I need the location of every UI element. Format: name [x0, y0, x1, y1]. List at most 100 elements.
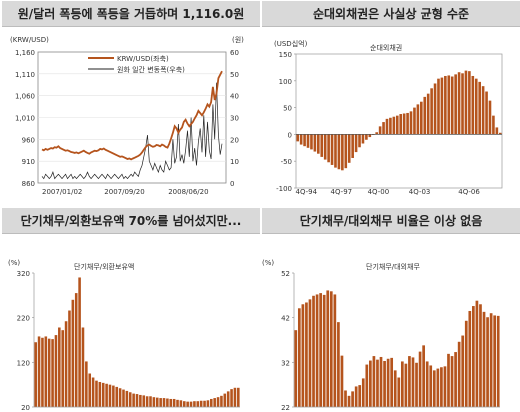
- bar: [488, 100, 492, 135]
- bar: [358, 385, 362, 407]
- bar: [420, 101, 423, 135]
- bar: [461, 73, 464, 135]
- y-left-tick-label: 860: [22, 180, 35, 188]
- bar: [408, 356, 411, 407]
- bar: [74, 293, 78, 407]
- bar: [382, 122, 385, 135]
- bar: [457, 341, 461, 407]
- x-tick-label: 4Q-06: [458, 188, 480, 196]
- bar: [132, 393, 135, 407]
- bar: [399, 114, 403, 135]
- legend-label: 순대외채권: [370, 43, 402, 52]
- bar: [489, 313, 493, 407]
- y-right-tick-label: 20: [230, 136, 239, 144]
- x-tick-label: 4Q-94: [296, 188, 318, 196]
- bar: [172, 398, 176, 407]
- y-tick-label: 22: [281, 404, 290, 412]
- y-left-tick-label: 1,010: [15, 115, 35, 123]
- bar: [392, 116, 396, 135]
- bar: [71, 299, 75, 407]
- bar: [344, 390, 347, 407]
- bar: [199, 400, 203, 407]
- bar: [440, 367, 443, 407]
- bar: [159, 398, 162, 407]
- panel-net-external-assets: 순대외채권은 사실상 균형 수준 150 100 50 0 -50 -100 (USD십억)…: [262, 1, 520, 204]
- y-tick-label: 150: [279, 51, 292, 59]
- bar: [308, 299, 312, 407]
- bar: [457, 72, 461, 135]
- bar: [440, 77, 444, 135]
- unit-right-label: (원): [232, 35, 244, 44]
- bar: [389, 117, 392, 135]
- bar: [358, 134, 361, 148]
- bar: [443, 366, 447, 407]
- bar: [230, 389, 233, 407]
- bar: [436, 368, 440, 407]
- y-tick-label: -100: [276, 185, 292, 193]
- bar: [183, 401, 186, 407]
- bar: [429, 365, 433, 407]
- bar: [213, 398, 216, 407]
- bar: [351, 134, 354, 158]
- bar: [454, 74, 457, 135]
- bar: [322, 294, 326, 407]
- bar: [64, 321, 68, 407]
- bar: [468, 71, 471, 135]
- panel-short-term-debt-reserves: 단기채무/외환보유액 70%를 넘어섰지만... 320 220 120 20 (%) 단…: [2, 208, 260, 412]
- unit-label: (%): [8, 259, 20, 267]
- bar: [237, 387, 240, 407]
- bar: [320, 134, 324, 157]
- bar: [361, 378, 365, 407]
- bar: [326, 290, 330, 407]
- bar: [108, 384, 112, 407]
- bar: [482, 311, 486, 407]
- bar: [329, 291, 333, 407]
- bar: [47, 338, 51, 407]
- bar: [464, 70, 468, 135]
- bar: [468, 310, 472, 407]
- bar: [162, 398, 166, 407]
- chart-net-external-assets: 150 100 50 0 -50 -100 (USD십억) 순대외채권 4Q-94 4Q-97 4Q…: [274, 39, 503, 196]
- bar: [472, 306, 475, 407]
- y-right-tick-label: 40: [230, 93, 239, 101]
- bar: [411, 357, 415, 407]
- legend-label: 단기채무/대외채무: [366, 262, 420, 271]
- bar: [379, 356, 383, 407]
- y-left-tick-label: 1,160: [15, 49, 35, 57]
- bar: [354, 134, 358, 153]
- series-line-krw-usd: [41, 70, 223, 161]
- bar: [41, 337, 44, 407]
- bar: [437, 78, 440, 135]
- bar: [301, 304, 305, 407]
- x-tick-label: 2007/01/02: [42, 188, 82, 196]
- bar: [333, 294, 337, 407]
- bar: [166, 398, 169, 407]
- y-tick-label: -50: [281, 158, 292, 166]
- bar: [390, 357, 394, 407]
- y-tick-label: 20: [21, 404, 30, 412]
- bar: [404, 363, 408, 407]
- bar: [61, 330, 64, 407]
- bar: [122, 389, 125, 407]
- bar: [81, 327, 85, 407]
- y-right-tick-label: 60: [230, 49, 239, 57]
- bar: [118, 388, 122, 407]
- bar: [432, 370, 436, 407]
- bar: [125, 390, 129, 407]
- y-tick-label: 32: [281, 359, 290, 367]
- series-line-daily-volatility: [41, 82, 223, 180]
- chart-title-net-external-assets: 순대외채권은 사실상 균형 수준: [262, 1, 520, 27]
- bar: [155, 397, 159, 407]
- bar: [51, 339, 54, 407]
- y-left-tick-label: 910: [22, 158, 35, 166]
- bar: [315, 294, 319, 407]
- bar: [486, 317, 489, 407]
- x-tick-label: 4Q-03: [409, 188, 431, 196]
- bar: [393, 370, 397, 407]
- x-tick-label: 2008/06/20: [168, 188, 208, 196]
- bar: [115, 386, 119, 407]
- bar: [402, 113, 406, 135]
- bar: [495, 127, 499, 135]
- bar: [365, 134, 368, 140]
- bar: [296, 134, 300, 142]
